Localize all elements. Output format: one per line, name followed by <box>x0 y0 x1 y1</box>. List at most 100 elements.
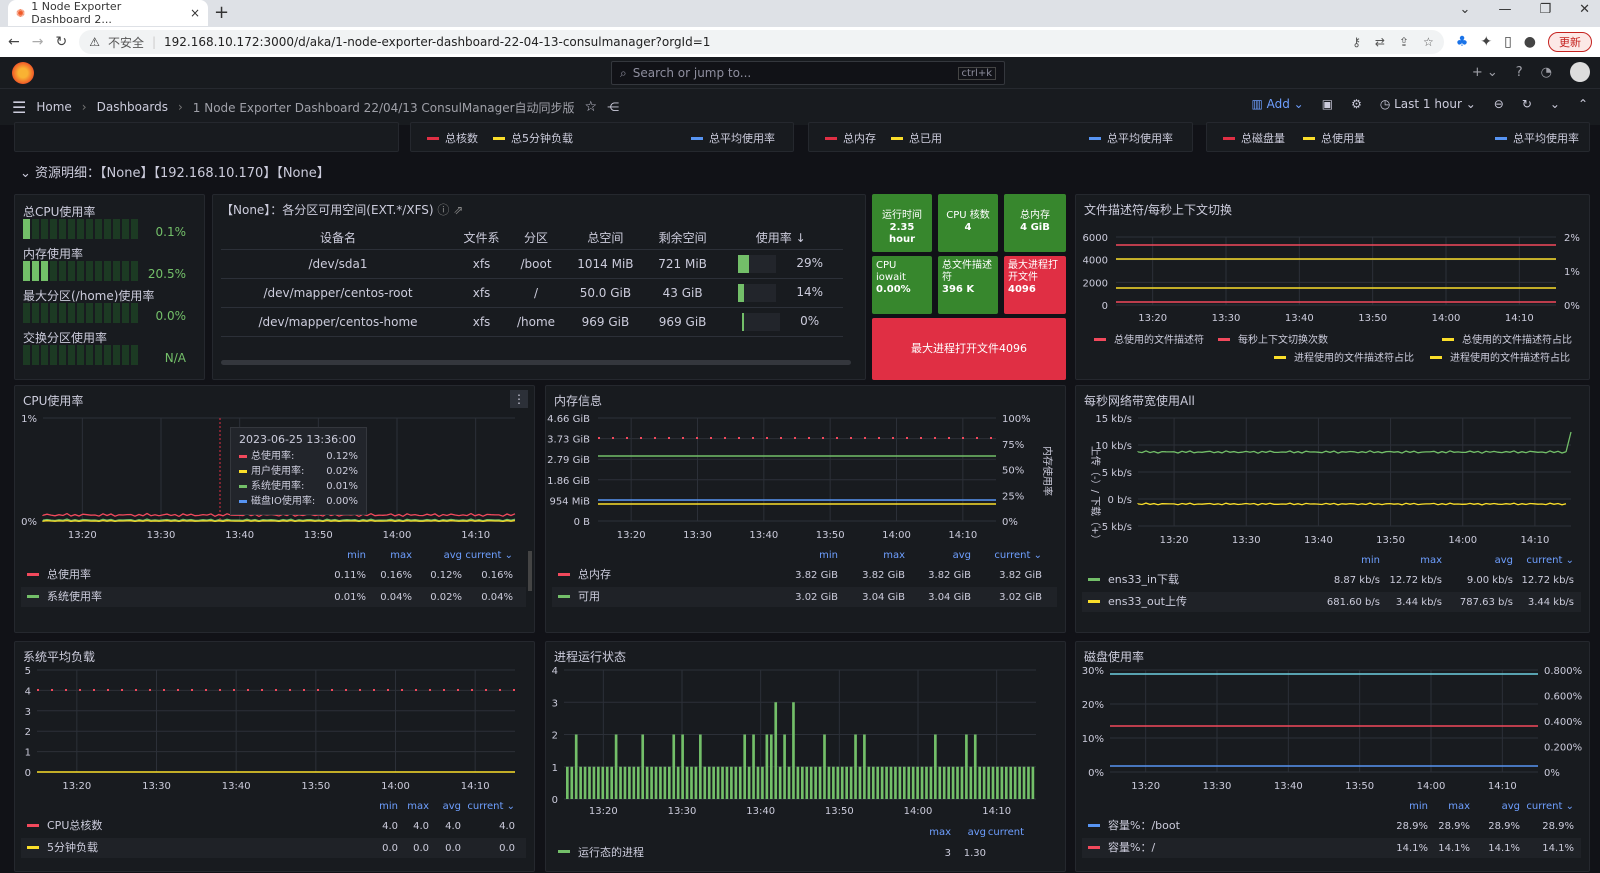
new-tab-icon[interactable]: + <box>214 2 230 23</box>
share-icon[interactable]: ⇪ <box>1398 35 1409 49</box>
stat-tile[interactable]: 运行时间 2.35 hour <box>872 194 932 252</box>
legend-name: 5分钟负载 <box>47 840 98 854</box>
disk-table: 设备名 文件系 分区 总空间 剩余空间 使用率 ↓ /dev/sda1 xfs/boot 10… <box>221 227 843 337</box>
share-icon[interactable]: ⋲ <box>607 100 620 114</box>
key-icon[interactable]: ⚷ <box>1352 35 1361 49</box>
cell-total: 969 GiB <box>564 307 647 337</box>
stat-tile[interactable]: CPU 核数 4 <box>938 194 998 252</box>
breadcrumb-home[interactable]: Home <box>36 100 72 114</box>
info-icon[interactable]: ⓘ <box>437 203 450 217</box>
cell-total: 50.0 GiB <box>564 278 647 308</box>
gauge-segment <box>122 303 129 323</box>
legend-header: min <box>379 801 398 812</box>
y-tick-label: 2000 <box>1083 278 1108 289</box>
y-tick-label: 0 B <box>574 517 591 528</box>
search-input[interactable]: ⌕ Search or jump to... ctrl+k <box>611 61 1005 85</box>
sidebar-icon[interactable]: ▯ <box>1504 34 1512 50</box>
browser-tab[interactable]: ✺ 1 Node Exporter Dashboard 2... × <box>8 0 208 26</box>
upload-line <box>1137 502 1567 506</box>
y-tick-label: 0% <box>21 517 37 528</box>
url-field[interactable]: ⚠ 不安全 | 192.168.10.172:3000/d/aka/1-node… <box>79 30 1444 54</box>
legend-name: 可用 <box>578 590 600 603</box>
legend-value: 3 <box>945 848 951 859</box>
reload-icon[interactable]: ↻ <box>55 34 68 50</box>
zoom-out-icon[interactable]: ⊖ <box>1493 97 1504 111</box>
column-header[interactable]: 总空间 <box>564 227 647 250</box>
row-title[interactable]: ⌄ 资源明细：【None】【192.168.10.170】【None】 <box>20 166 330 181</box>
gauge-segment <box>95 345 102 365</box>
stat-tile[interactable]: CPU iowait 0.00% <box>872 256 932 314</box>
help-icon[interactable]: ? <box>1515 64 1523 80</box>
bookmark-star-icon[interactable]: ☆ <box>1423 35 1434 49</box>
legend-row-bg <box>21 838 526 858</box>
profile-icon[interactable]: ● <box>1523 34 1536 50</box>
legend-value: 28.9% <box>1542 821 1574 832</box>
stat-tile[interactable]: 总内存 4 GiB <box>1004 194 1066 252</box>
back-icon[interactable]: ← <box>8 34 20 50</box>
close-window-icon[interactable]: ✕ <box>1579 2 1590 17</box>
gauge-segment <box>32 261 39 281</box>
legend-header: max <box>929 827 951 838</box>
x-tick-label: 13:20 <box>68 530 97 541</box>
save-icon[interactable]: ▣ <box>1321 97 1334 111</box>
column-header[interactable]: 设备名 <box>221 227 456 250</box>
avatar[interactable] <box>1570 62 1590 82</box>
restore-icon[interactable]: ❐ <box>1539 2 1552 17</box>
legend-value: 3.82 GiB <box>795 570 838 581</box>
x-tick-label: 13:20 <box>589 806 618 817</box>
gauge-segment <box>23 219 30 239</box>
legend-header: avg <box>968 827 986 838</box>
stat-title: 运行时间 <box>882 210 922 221</box>
add-button[interactable]: ▥ Add ⌄ <box>1251 97 1304 111</box>
forward-icon[interactable]: → <box>31 34 44 50</box>
process-bar <box>566 766 569 799</box>
minimize-icon[interactable]: — <box>1498 2 1512 17</box>
plus-icon[interactable]: + ⌄ <box>1471 64 1498 80</box>
stat-tile[interactable]: 最大进程打开文件 4096 <box>872 318 1066 380</box>
disk-usage-chart: 30% 20% 10% 0% 0.800% 0.600% 0.400% 0.200% 0% 13:… <box>1082 666 1582 858</box>
legend-name: 系统使用率 <box>47 589 102 603</box>
refresh-icon[interactable]: ↻ <box>1521 97 1532 111</box>
breadcrumb-dashboards[interactable]: Dashboards <box>96 100 168 114</box>
x-tick-label: 13:20 <box>1131 781 1160 792</box>
translate-icon[interactable]: ⇄ <box>1374 35 1385 49</box>
column-header[interactable]: 剩余空间 <box>646 227 719 250</box>
refresh-interval-chevron-icon[interactable]: ⌄ <box>1549 97 1560 111</box>
rss-icon[interactable]: ◔ <box>1540 64 1552 80</box>
horizontal-scrollbar[interactable] <box>221 360 851 365</box>
y-tick-label: 4 <box>25 686 31 697</box>
column-header[interactable]: 分区 <box>508 227 565 250</box>
panel-menu-icon[interactable]: ⋮ <box>510 390 528 408</box>
update-button[interactable]: 更新 <box>1548 32 1592 52</box>
grafana-logo-icon[interactable] <box>12 61 34 84</box>
stat-tile[interactable]: 最大进程打开文件 4096 <box>1004 256 1066 314</box>
process-bar <box>880 766 884 799</box>
stat-tile[interactable]: 总文件描述符 396 K <box>938 256 998 314</box>
extension-icon[interactable]: ♣ <box>1455 34 1469 50</box>
external-link-icon[interactable]: ⇗ <box>453 203 464 217</box>
legend-row-bg <box>552 587 1057 607</box>
legend-value: 3.82 GiB <box>862 570 905 581</box>
legend-value: 0.0 <box>413 843 429 854</box>
tab-list-chevron-icon[interactable]: ⌄ <box>1459 2 1471 17</box>
settings-gear-icon[interactable]: ⚙ <box>1351 97 1362 111</box>
gauge-segment <box>41 261 48 281</box>
x-tick-label: 14:10 <box>1505 313 1534 324</box>
collapse-icon[interactable]: ⌃ <box>1577 97 1588 111</box>
tooltip-row: 总使用率: 0.12% <box>239 449 358 464</box>
column-header[interactable]: 使用率 ↓ <box>718 227 843 250</box>
gauge-segment <box>23 345 30 365</box>
process-bar <box>761 766 764 799</box>
gauge-segment <box>131 219 138 239</box>
star-icon[interactable]: ☆ <box>584 99 598 115</box>
close-tab-icon[interactable]: × <box>189 6 200 20</box>
gauge-segment <box>68 261 75 281</box>
x-tick-label: 14:00 <box>1417 781 1446 792</box>
tooltip-row: 系统使用率: 0.01% <box>239 479 358 494</box>
menu-icon[interactable]: ☰ <box>12 97 27 117</box>
puzzle-icon[interactable]: ✦ <box>1480 34 1493 50</box>
y-tick-label: 1% <box>1564 267 1580 278</box>
column-header[interactable]: 文件系 <box>455 227 509 250</box>
time-range-picker[interactable]: ◷ Last 1 hour ⌄ <box>1379 97 1476 111</box>
gauge-segment <box>59 219 66 239</box>
